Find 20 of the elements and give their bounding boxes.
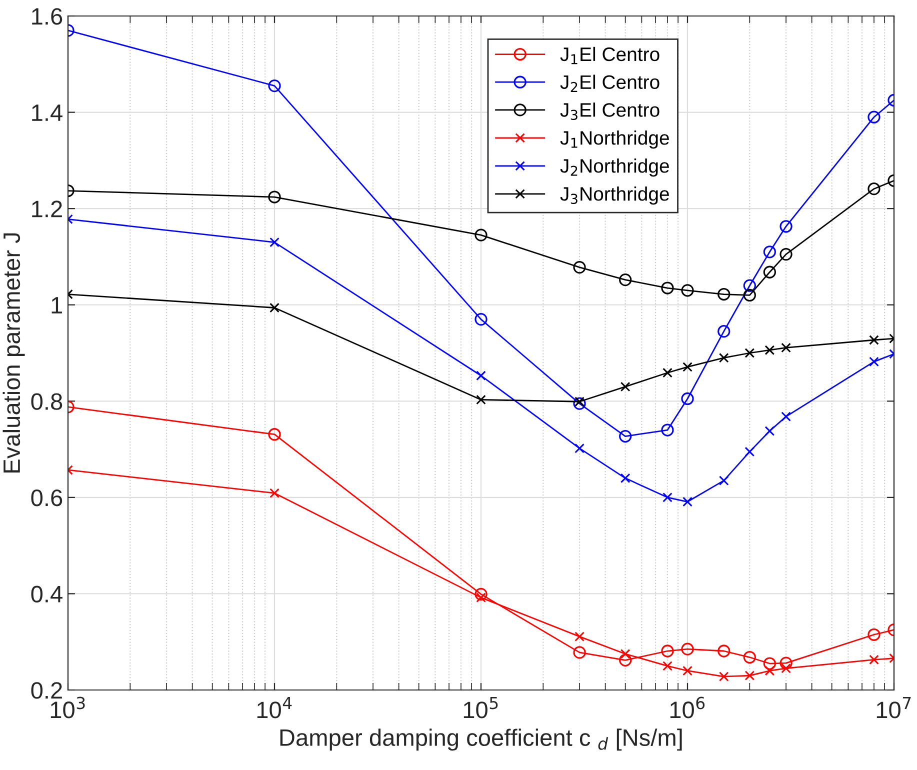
y-tick-label: 0.4 — [31, 586, 62, 602]
legend-label: J$_{2}$El Centro — [560, 74, 660, 92]
x-tick-label: 10$^{4}$ — [257, 696, 292, 718]
y-tick-label: 1.2 — [32, 200, 62, 218]
x-tick-label: 10$^{6}$ — [670, 696, 705, 718]
y-tick-label: 0.6 — [31, 489, 62, 506]
y-tick-label: 0.8 — [31, 393, 62, 410]
x-axis-title: Damper damping coefficient c $_{d}$ [Ns/m] — [280, 728, 682, 751]
y-tick-label: 1.6 — [32, 8, 62, 25]
y-axis-title: Evaluation parameter J — [2, 233, 25, 472]
y-tick-label: 1.4 — [32, 104, 62, 121]
y-tick-label: 1 — [52, 297, 62, 314]
x-tick-label: 10$^{7}$ — [876, 696, 911, 718]
legend-label: J$_{1}$El Centro — [560, 46, 660, 64]
legend-label: J$_{3}$El Centro — [560, 102, 660, 120]
y-tick-label: 0.2 — [31, 682, 62, 699]
legend-label: J$_{3}$Northridge — [560, 186, 669, 205]
legend-label: J$_{1}$Northridge — [560, 130, 669, 149]
legend-label: J$_{2}$Northridge — [560, 158, 669, 177]
x-tick-label: 10$^{5}$ — [464, 696, 498, 718]
